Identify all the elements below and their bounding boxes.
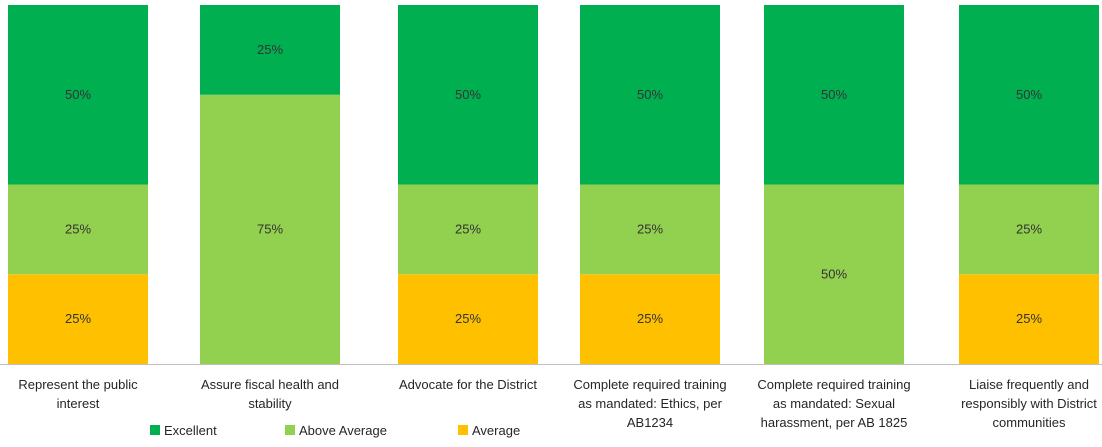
legend-entry: Excellent bbox=[150, 423, 217, 438]
bar-area: 25% 25% 50% 75% 25% 25% 25% 50% 25% 25% 50% 50% 50% 2… bbox=[8, 5, 1099, 364]
data-label: 50% bbox=[821, 266, 847, 281]
bar-segment bbox=[580, 5, 720, 185]
category-label: Complete required training as mandated: E… bbox=[573, 377, 726, 430]
bar-segment bbox=[200, 94, 340, 364]
data-label: 75% bbox=[257, 221, 283, 236]
legend-swatch bbox=[285, 425, 295, 435]
category-label: Represent the public interest bbox=[18, 377, 138, 411]
bar-segment bbox=[8, 184, 148, 275]
bar-segment bbox=[8, 274, 148, 364]
bar-segment bbox=[398, 5, 538, 185]
bar-segment bbox=[580, 184, 720, 275]
category-label: Complete required training as mandated: S… bbox=[757, 377, 910, 430]
bar-segment bbox=[8, 5, 148, 185]
bar-segment bbox=[959, 5, 1099, 185]
data-label: 25% bbox=[455, 311, 481, 326]
legend-swatch bbox=[150, 425, 160, 435]
category-label: Advocate for the District bbox=[399, 377, 537, 392]
data-label: 25% bbox=[637, 311, 663, 326]
data-label: 25% bbox=[1016, 311, 1042, 326]
bar-segment bbox=[398, 274, 538, 364]
category-label: Assure fiscal health and stability bbox=[201, 377, 339, 411]
data-label: 25% bbox=[455, 221, 481, 236]
legend-swatch bbox=[458, 425, 468, 435]
data-label: 25% bbox=[65, 221, 91, 236]
bar-segment bbox=[200, 5, 340, 95]
bar-segment bbox=[764, 5, 904, 185]
data-label: 25% bbox=[65, 311, 91, 326]
data-label: 25% bbox=[257, 42, 283, 57]
legend: Excellent Above Average Average bbox=[150, 423, 520, 438]
bar-segment bbox=[959, 184, 1099, 275]
category-label: Liaise frequently and responsibly with Di… bbox=[961, 377, 1097, 430]
bar-segment bbox=[398, 184, 538, 275]
bar-segment bbox=[764, 184, 904, 364]
data-label: 50% bbox=[455, 87, 481, 102]
legend-entry: Above Average bbox=[285, 423, 387, 438]
bar-segment bbox=[580, 274, 720, 364]
legend-label: Excellent bbox=[164, 423, 217, 438]
bar-segment bbox=[959, 274, 1099, 364]
data-label: 50% bbox=[637, 87, 663, 102]
data-label: 25% bbox=[637, 221, 663, 236]
legend-label: Average bbox=[472, 423, 520, 438]
data-label: 50% bbox=[821, 87, 847, 102]
legend-label: Above Average bbox=[299, 423, 387, 438]
data-label: 50% bbox=[1016, 87, 1042, 102]
category-labels: Represent the public interest Assure fisca… bbox=[18, 377, 1097, 430]
data-label: 50% bbox=[65, 87, 91, 102]
legend-entry: Average bbox=[458, 423, 520, 438]
data-label: 25% bbox=[1016, 221, 1042, 236]
